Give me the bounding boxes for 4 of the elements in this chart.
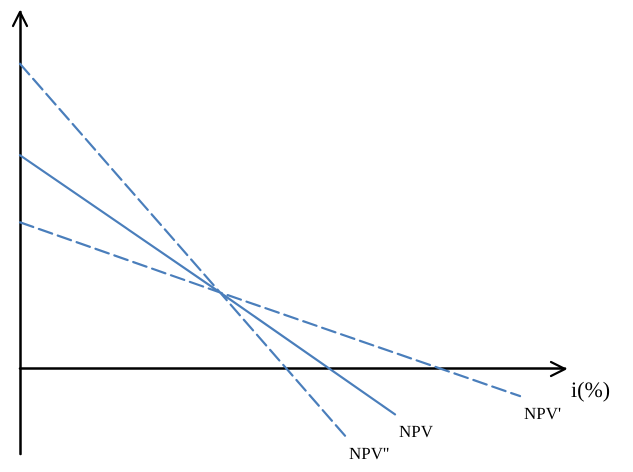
x-axis-title: i(%) (571, 376, 610, 402)
series-label: NPV (399, 422, 434, 442)
series-label: NPV'' (349, 444, 390, 463)
series-label: NPV' (524, 404, 562, 424)
